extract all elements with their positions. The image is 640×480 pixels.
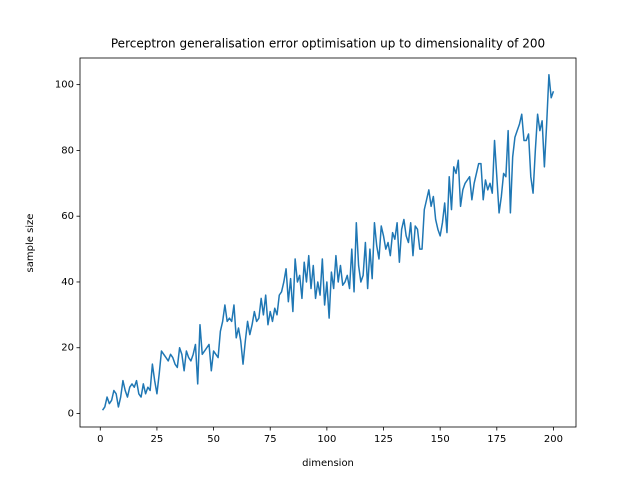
y-tick-label: 60 [61,211,74,222]
y-tick-label: 0 [68,409,74,420]
x-tick-label: 100 [317,434,336,445]
x-tick-label: 50 [207,434,220,445]
x-tick-label: 150 [431,434,450,445]
plot-frame [79,57,577,428]
x-tick-label: 75 [264,434,277,445]
x-tick-label: 25 [151,434,164,445]
x-tick-label: 125 [374,434,393,445]
x-axis-label: dimension [302,458,354,469]
y-tick-label: 20 [61,343,74,354]
x-tick-label: 200 [544,434,563,445]
chart-title: Perceptron generalisation error optimisa… [111,37,545,51]
data-line [101,74,555,411]
y-tick-label: 100 [55,80,74,91]
y-tick-label: 80 [61,145,74,156]
y-axis-label: sample size [25,214,36,273]
y-tick-label: 40 [61,277,74,288]
x-tick-label: 0 [97,434,103,445]
x-tick-label: 175 [487,434,506,445]
